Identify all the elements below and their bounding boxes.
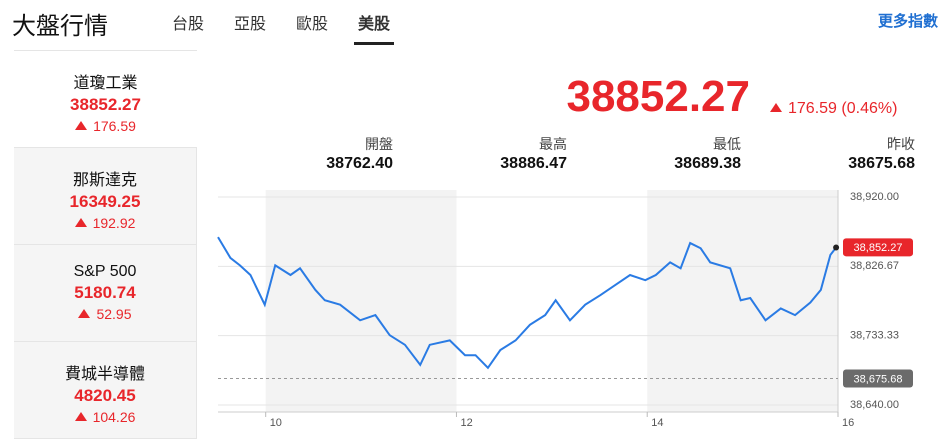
y-tick-label: 38,920.00 <box>850 191 899 203</box>
tab[interactable]: 歐股 <box>295 16 328 33</box>
index-value: 5180.74 <box>74 283 136 302</box>
stat-value: 38689.38 <box>674 155 741 172</box>
quote-value: 38852.27 <box>566 72 750 121</box>
session-band <box>265 190 457 412</box>
y-tick-label: 38,826.67 <box>850 260 899 272</box>
index-change: 104.26 <box>14 409 196 425</box>
index-change: 52.95 <box>14 306 196 322</box>
page-title: 大盤行情 <box>12 13 108 40</box>
index-change: 192.92 <box>14 215 196 231</box>
more-link[interactable]: 更多指數 <box>877 13 938 30</box>
y-tick-label: 38,733.33 <box>850 330 899 342</box>
stat-value: 38675.68 <box>848 155 915 172</box>
index-value: 4820.45 <box>74 386 136 405</box>
quote-change: 176.59 (0.46%) <box>770 100 897 118</box>
sidebar: 道瓊工業 38852.27 176.59 那斯達克 16349.25 192.92 S&P … <box>14 50 197 439</box>
change-pct: (0.46%) <box>841 100 898 117</box>
stat-value: 38886.47 <box>500 155 567 172</box>
stat-label: 最高 <box>539 136 567 152</box>
tab[interactable]: 台股 <box>171 16 204 33</box>
index-name: S&P 500 <box>73 263 137 280</box>
price-tag-label: 38,852.27 <box>854 242 903 254</box>
index-change: 176.59 <box>14 118 197 134</box>
price-tag-label: 38,675.68 <box>854 373 903 385</box>
stat-value: 38762.40 <box>326 155 393 172</box>
sidebar-item[interactable]: 那斯達克 16349.25 192.92 <box>14 148 197 245</box>
sidebar-item[interactable]: 費城半導體 4820.45 104.26 <box>14 342 197 439</box>
index-name: 費城半導體 <box>64 366 145 383</box>
index-name: 道瓊工業 <box>73 75 138 92</box>
last-point <box>833 244 840 251</box>
session-band <box>647 190 838 412</box>
index-name: 那斯達克 <box>72 172 137 189</box>
price-tag <box>843 369 913 388</box>
sidebar-item[interactable]: 道瓊工業 38852.27 176.59 <box>14 51 197 148</box>
price-line <box>217 236 837 370</box>
index-value: 38852.27 <box>70 95 141 114</box>
x-tick-label: 16 <box>842 417 854 429</box>
tab[interactable]: 亞股 <box>233 16 266 33</box>
stat-label: 開盤 <box>365 136 393 152</box>
x-tick-label: 14 <box>651 417 663 429</box>
x-tick-label: 12 <box>460 417 472 429</box>
y-tick-label: 38,640.00 <box>850 399 899 411</box>
stat-label: 昨收 <box>887 136 915 152</box>
tab[interactable]: 美股 <box>354 10 394 45</box>
price-tag <box>843 238 913 257</box>
sidebar-item[interactable]: S&P 500 5180.74 52.95 <box>14 245 197 342</box>
index-value: 16349.25 <box>69 192 141 211</box>
x-tick-label: 10 <box>270 417 282 429</box>
change: 176.59 <box>770 100 837 117</box>
stat-label: 最低 <box>713 136 741 152</box>
